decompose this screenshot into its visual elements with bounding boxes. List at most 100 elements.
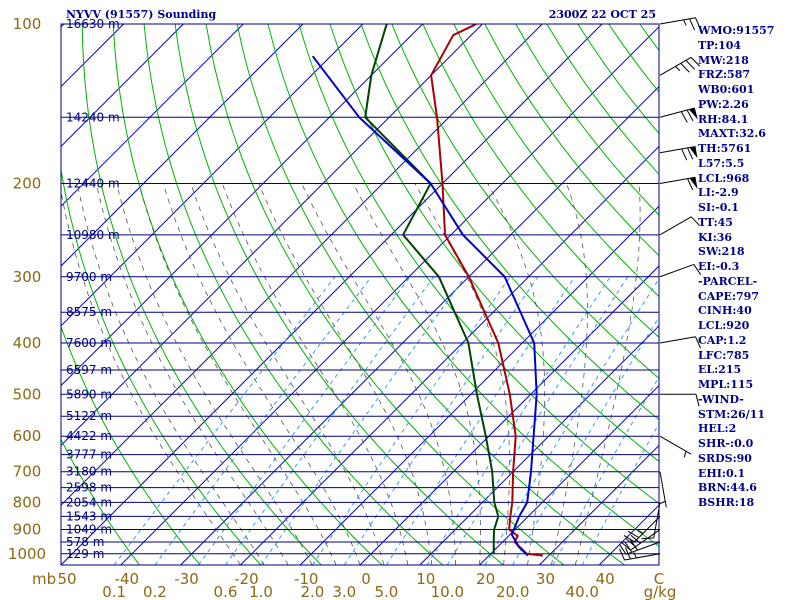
wind-barb-staff [659,107,695,118]
height-label: 5122 m [66,409,112,423]
index-line: SW:218 [698,245,745,259]
mixing-ratio-label: 0.2 [143,583,167,600]
mixing-ratio-line [385,276,576,565]
wind-barb-flag [623,535,635,543]
isotherm-line [359,265,659,565]
wind-barb-half-flag [683,451,687,458]
wind-barb-flag [641,537,654,540]
isotherm-line [61,24,423,387]
mixing-ratio-line [552,375,659,565]
pressure-tick-label: 900 [13,521,42,539]
index-line: HEL:2 [698,422,737,436]
index-line: LFC:785 [698,348,750,362]
index-line: LI:-2.9 [698,186,739,200]
mixing-ratio-label: 40.0 [566,583,599,600]
index-line: -WIND- [698,392,744,406]
moist-adiabat-line [221,183,409,565]
moist-adiabat-line [352,183,481,565]
dry-adiabat-line [422,24,659,338]
wind-barb-flag [695,394,700,407]
mixing-ratio-line [426,276,611,565]
pressure-tick-label: 600 [13,427,42,445]
isotherm-line [61,24,603,565]
mixing-ratio-unit-label: g/kg [644,583,677,600]
wind-barb-staff [653,502,661,538]
dry-adiabat-line [360,24,659,421]
wind-barb-flag [685,59,695,70]
moist-adiabat-line [301,183,457,565]
isotherm-line [0,24,4,565]
wind-barb [659,471,667,508]
moist-adiabat-line [95,183,289,565]
wind-barb [659,216,701,236]
wind-barb-flag [680,111,688,123]
index-line: EHI:0.1 [698,466,746,480]
mixing-ratio-label: 2.0 [301,583,325,600]
mixing-ratio-label: 0.6 [214,583,238,600]
index-line: LCL:968 [698,171,750,185]
index-line: L57:5.5 [698,156,745,170]
pressure-tick-label: 300 [13,268,42,286]
index-line: LCL:920 [698,319,750,332]
dry-adiabat-line [391,24,659,379]
height-label: 3777 m [66,448,112,462]
wind-barb-half-flag [683,19,687,26]
wind-barb-flag [693,264,702,275]
isotherm-line [240,145,659,565]
isotherm-line [61,24,184,148]
wind-barb-staff [659,336,696,344]
height-label: 5890 m [66,387,112,401]
pressure-tick-label: 700 [13,463,42,481]
moist-adiabat-line [551,183,588,565]
isotherm-line [61,24,364,327]
isotherm-line [120,26,659,565]
mixing-ratio-line [512,316,659,565]
wind-barb-flag [620,541,631,551]
wind-barb-flag [687,147,694,160]
mixing-ratio-label: 20.0 [496,583,529,600]
moist-adiabat-line [574,183,641,565]
moist-adiabat-line [116,183,313,565]
wind-barb-staff [659,17,696,25]
mixing-ratio-line [311,276,511,565]
isotherm-line [61,24,65,28]
index-line: CINH:40 [698,304,752,318]
index-line: SRDS:90 [698,451,752,465]
index-line: FRZ:587 [698,68,751,82]
pressure-tick-label: 100 [13,15,42,33]
wind-barb-staff [624,553,661,561]
moist-adiabat-line [258,183,433,565]
isotherm-line [180,85,659,565]
height-label: 129 m [66,547,104,561]
wind-barb [641,502,661,540]
index-line: TT:45 [698,215,733,229]
wind-barb-pennant [689,108,698,120]
isotherm-line [419,325,659,565]
index-line: CAP:1.2 [698,333,747,347]
index-line: PW:2.26 [698,97,749,111]
pressure-axis-label: mb [32,570,56,588]
dry-adiabat-line [236,24,625,565]
wind-barb-pennant [689,146,698,159]
moist-adiabat-line [77,183,265,565]
index-line: BSHR:18 [698,496,755,509]
wind-barb-flag [625,538,636,548]
moist-adiabat-line [162,183,361,565]
temperature-tick-label: -20 [234,570,259,588]
pressure-tick-label: 500 [13,385,42,403]
dry-adiabat-line [205,24,565,565]
height-label: 2598 m [66,481,112,495]
isotherm-line [61,24,244,207]
index-line: TH:5761 [698,142,752,155]
dry-adiabat-line [61,166,262,565]
wind-barb-half-flag [675,65,681,72]
mixing-ratio-line [113,276,336,565]
isotherm-line [479,384,659,565]
wind-barb-half-flag [633,552,637,559]
wind-barb-flag [619,548,626,561]
index-line: WMO:91557 [698,24,775,37]
index-line: MAXT:32.6 [698,127,766,141]
temperature-tick-label: 50 [57,570,76,588]
mixing-ratio-label: 10.0 [431,583,464,600]
